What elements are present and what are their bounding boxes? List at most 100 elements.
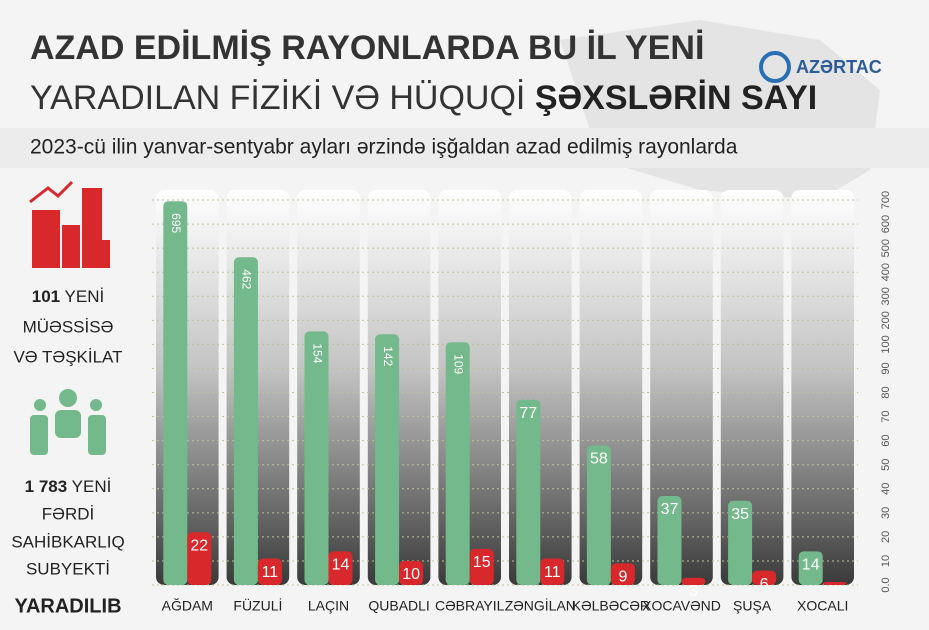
bar — [798, 551, 823, 585]
icon-part — [90, 399, 102, 411]
y-tick-label: 300 — [880, 287, 892, 305]
y-tick-label: 0.0 — [880, 577, 892, 592]
bar — [163, 201, 188, 585]
icon-part — [62, 225, 80, 268]
bar — [516, 399, 541, 585]
icon-part — [30, 415, 48, 455]
plot: 0.0 10 20 30 40 50 60 70 80 90 100 200 300 400 500 600 7… — [152, 190, 892, 614]
subtitle-band — [0, 128, 929, 168]
title: YARADILAN FİZİKİ VƏ HÜQUQİ ŞƏXSLƏRİN SAY… — [30, 79, 817, 117]
title-part: YARADILAN FİZİKİ VƏ HÜQUQİ — [30, 79, 525, 117]
y-tick-label: 80 — [880, 386, 892, 398]
title: AZAD EDİLMİŞ RAYONLARDA BU İL YENİ — [30, 29, 704, 67]
person-text: FƏRDİ — [42, 504, 94, 523]
y-tick-label: 20 — [880, 531, 892, 543]
y-tick-label: 700 — [880, 191, 892, 209]
icon-part — [59, 389, 77, 407]
person-line: 1 783 YENİ — [25, 477, 112, 496]
subtitle: 2023-cü ilin yanvar-sentyabr ayları ərzi… — [30, 136, 738, 159]
bar — [657, 495, 682, 585]
icon-part — [92, 240, 110, 268]
bar — [445, 342, 470, 585]
title-bold: ŞƏXSLƏRİN SAYI — [535, 79, 817, 117]
y-tick-label: 30 — [880, 507, 892, 519]
bar — [399, 560, 424, 585]
bar — [752, 570, 777, 585]
y-tick-label: 60 — [880, 435, 892, 447]
value-label: 109 — [452, 354, 466, 374]
org-line: 101 YENİ — [32, 287, 104, 306]
person-count: 1 783 — [25, 477, 68, 496]
bar — [233, 257, 258, 585]
bar — [375, 334, 400, 585]
value-label: 14 — [802, 557, 820, 574]
value-label: 462 — [240, 269, 254, 289]
bar — [822, 582, 847, 585]
value-label: 3 — [689, 583, 698, 600]
person-text: SUBYEKTİ — [26, 559, 110, 578]
icon-part — [34, 399, 46, 411]
value-label: 22 — [190, 537, 208, 554]
y-tick-label: 400 — [880, 263, 892, 281]
y-tick-label: 600 — [880, 215, 892, 233]
x-tick-label: ŞUŞA — [733, 598, 772, 614]
logo-mark — [759, 51, 791, 83]
value-label: 58 — [590, 451, 608, 468]
value-label: 6 — [760, 576, 769, 593]
logo-text: AZƏRTAC — [796, 57, 882, 77]
icon-part — [55, 410, 81, 438]
value-label: 154 — [310, 343, 324, 363]
bar — [187, 532, 212, 585]
x-tick-label: LAÇIN — [308, 598, 349, 614]
bar — [540, 558, 565, 585]
x-tick-label: CƏBRAYIL — [435, 598, 505, 614]
value-label: 11 — [544, 564, 561, 581]
value-label: 15 — [473, 554, 491, 571]
icon-part — [32, 210, 60, 268]
y-tick-label: 70 — [880, 410, 892, 422]
y-tick-label: 50 — [880, 459, 892, 471]
y-tick-label: 500 — [880, 239, 892, 257]
buildings-icon — [29, 180, 110, 268]
x-tick-label: XOCALI — [797, 598, 848, 614]
column-bg — [650, 190, 713, 585]
org-text: YENİ — [65, 287, 105, 306]
y-tick-label: 90 — [880, 362, 892, 374]
bar — [610, 563, 635, 585]
value-label: 35 — [731, 506, 749, 523]
value-label: 142 — [381, 346, 395, 366]
value-label: 695 — [169, 213, 183, 233]
x-tick-label: FÜZULİ — [233, 597, 282, 614]
column-bg — [791, 190, 854, 585]
value-label: 14 — [332, 557, 350, 574]
x-tick-label: AĞDAM — [162, 598, 213, 614]
column-bg — [720, 190, 784, 585]
x-tick-label: QUBADLI — [368, 598, 429, 614]
people-icon — [30, 389, 106, 455]
value-label: 10 — [402, 566, 420, 583]
logo: AZƏRTAC — [759, 51, 882, 83]
bar — [586, 445, 611, 585]
x-tick-label: ZƏNGİLAN — [505, 597, 576, 614]
value-label: 37 — [661, 501, 679, 518]
org-count: 101 — [32, 287, 60, 306]
value-label: 9 — [618, 569, 627, 586]
icon-part — [29, 180, 74, 204]
person-text: YENİ — [72, 477, 112, 496]
y-tick-label: 100 — [880, 335, 892, 353]
bar — [257, 558, 282, 585]
y-tick-label: 10 — [880, 555, 892, 567]
y-tick-label: 40 — [880, 483, 892, 495]
bar — [681, 577, 706, 585]
x-tick-label: KƏLBƏCƏR — [572, 598, 650, 614]
person-text: SAHİBKARLIQ — [11, 532, 124, 551]
bar — [728, 500, 753, 585]
org-text: MÜƏSSİSƏ — [23, 317, 114, 336]
value-label: 11 — [262, 564, 279, 581]
y-tick-label: 200 — [880, 311, 892, 329]
value-label: 77 — [519, 405, 537, 422]
footer: YARADILIB — [14, 595, 121, 617]
icon-part — [88, 415, 106, 455]
x-tick-label: XOCAVƏND — [642, 598, 721, 614]
